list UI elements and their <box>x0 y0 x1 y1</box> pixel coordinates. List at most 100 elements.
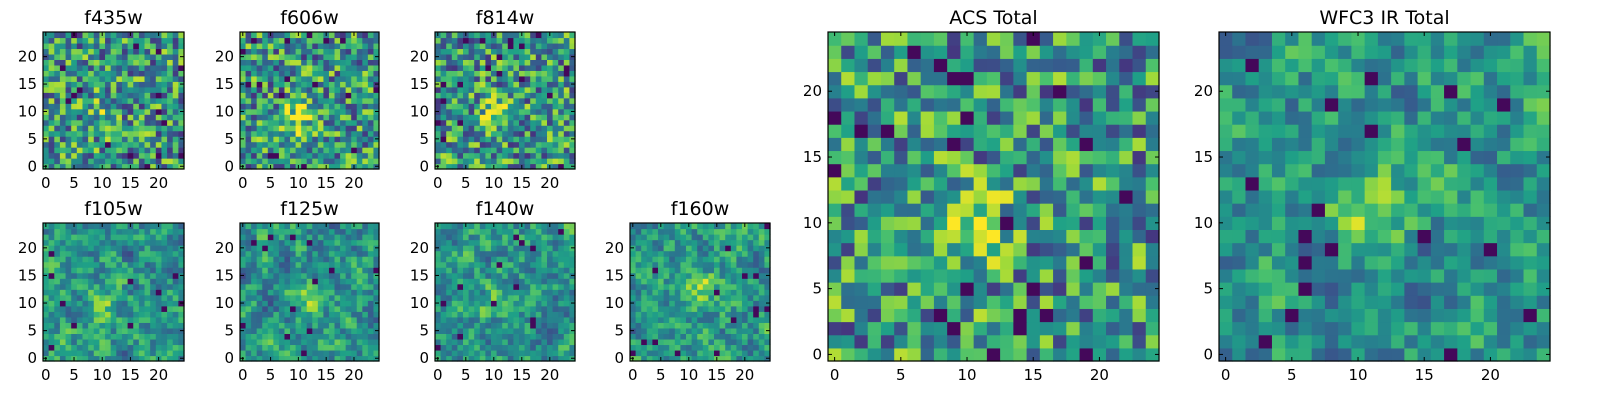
heatmap-cell <box>110 114 117 121</box>
heatmap-cell <box>947 189 961 204</box>
heatmap-cell <box>317 283 324 290</box>
heatmap-cell <box>457 125 464 132</box>
y-tick-label: 10 <box>605 294 624 312</box>
heatmap-cell <box>1092 163 1107 178</box>
heatmap-cell <box>558 152 565 159</box>
heatmap-cell <box>59 333 67 340</box>
heatmap-cell <box>59 147 67 154</box>
heatmap-cell <box>65 64 72 71</box>
heatmap-cell <box>446 81 453 88</box>
heatmap-cell <box>663 300 670 307</box>
heatmap-cell <box>524 114 531 121</box>
heatmap-cell <box>894 176 909 191</box>
heatmap-cell <box>630 289 637 296</box>
heatmap-cell <box>256 147 263 154</box>
heatmap-cell <box>256 103 263 110</box>
heatmap-cell <box>630 283 637 290</box>
heatmap-cell <box>273 349 280 357</box>
heatmap-cell <box>451 108 458 115</box>
heatmap-cell <box>284 234 291 241</box>
heatmap-cell <box>71 81 78 88</box>
heatmap-cell <box>880 229 895 244</box>
heatmap-cell <box>708 305 715 312</box>
heatmap-cell <box>351 311 358 318</box>
heatmap-cell <box>463 349 470 357</box>
heatmap-cell <box>345 267 352 274</box>
heatmap-cell <box>82 114 89 121</box>
heatmap-cell <box>251 103 258 110</box>
heatmap-cell <box>295 283 302 290</box>
heatmap-cell <box>301 42 308 50</box>
heatmap-cell <box>920 242 935 257</box>
heatmap-cell <box>947 229 961 244</box>
heatmap-cell <box>674 272 681 279</box>
heatmap-cell <box>435 70 442 77</box>
heatmap-cell <box>362 130 369 137</box>
heatmap-cell <box>48 250 55 257</box>
heatmap-cell <box>854 295 869 309</box>
heatmap-cell <box>256 53 263 60</box>
heatmap-cell <box>524 234 531 241</box>
heatmap-cell <box>502 59 509 66</box>
heatmap-cell <box>496 234 503 241</box>
heatmap-cell <box>674 338 681 346</box>
heatmap-cell <box>513 289 520 296</box>
heatmap-cell <box>43 294 50 301</box>
heatmap-cell <box>93 322 100 329</box>
heatmap-cell <box>144 59 151 66</box>
heatmap-cell <box>367 163 375 170</box>
heatmap-cell <box>345 245 352 252</box>
heatmap-cell <box>356 349 363 357</box>
heatmap-cell <box>240 158 247 165</box>
heatmap-cell <box>356 32 363 39</box>
heatmap-cell <box>563 322 570 329</box>
heatmap-cell <box>306 283 313 290</box>
heatmap-cell <box>144 64 151 71</box>
heatmap-cell <box>267 300 274 307</box>
heatmap-cell <box>133 48 140 55</box>
heatmap-cell <box>306 261 313 268</box>
heatmap-cell <box>491 245 498 252</box>
heatmap-cell <box>479 81 486 88</box>
heatmap-cell <box>295 289 302 296</box>
heatmap-cell <box>251 125 258 132</box>
heatmap-cell <box>133 327 140 334</box>
heatmap-cell <box>468 158 475 165</box>
heatmap-cell <box>256 152 263 159</box>
heatmap-cell <box>138 250 146 257</box>
heatmap-cell <box>479 223 486 230</box>
heatmap-cell <box>702 223 709 230</box>
heatmap-cell <box>334 59 341 66</box>
heatmap-cell <box>290 163 297 170</box>
heatmap-cell <box>93 86 100 93</box>
heatmap-cell <box>686 300 693 307</box>
heatmap-cell <box>652 322 659 329</box>
heatmap-cell <box>144 147 151 154</box>
heatmap-cell <box>736 278 743 285</box>
heatmap-cell <box>262 272 269 279</box>
heatmap-cell <box>76 64 84 71</box>
heatmap-cell <box>552 108 559 115</box>
heatmap-cell <box>105 103 112 110</box>
heatmap-cell <box>54 75 61 82</box>
heatmap-cell <box>686 267 693 274</box>
heatmap-cell <box>54 300 61 307</box>
heatmap-cell <box>351 119 358 126</box>
heatmap-cell <box>641 283 648 290</box>
heatmap-cell <box>362 245 369 252</box>
heatmap-cell <box>513 92 520 99</box>
heatmap-cell <box>513 53 520 60</box>
heatmap-cell <box>652 305 659 312</box>
heatmap-cell <box>367 42 375 50</box>
heatmap-cell <box>312 316 319 323</box>
heatmap-cell <box>513 311 520 318</box>
heatmap-cell <box>71 305 78 312</box>
heatmap-cell <box>155 42 163 50</box>
heatmap-cell <box>82 75 89 82</box>
heatmap-cell <box>312 322 319 329</box>
heatmap-cell <box>133 53 140 60</box>
heatmap-cell <box>880 347 895 362</box>
heatmap-cell <box>1053 176 1067 191</box>
heatmap-cell <box>88 86 95 93</box>
heatmap-cell <box>541 338 548 346</box>
